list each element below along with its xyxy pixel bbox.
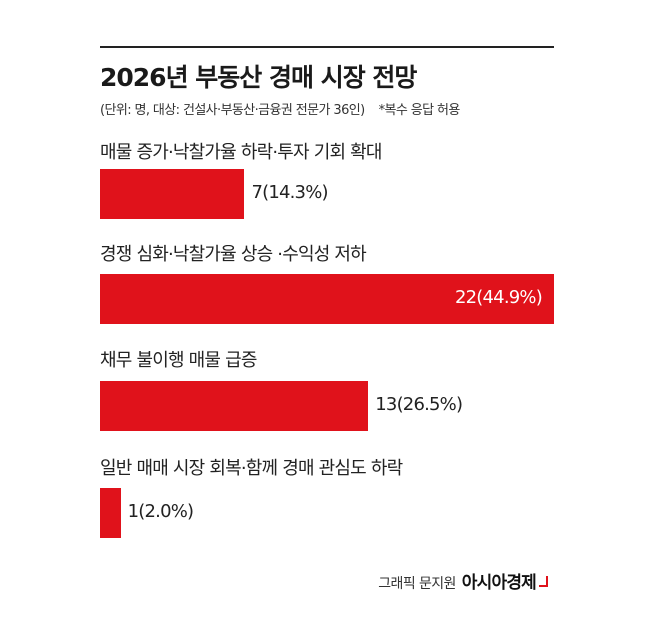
chart-subtitle: (단위: 명, 대상: 건설사·부동산·금융권 전문가 36인) *복수 응답 허… bbox=[100, 99, 460, 118]
bar bbox=[100, 488, 121, 538]
credit: 그래픽 문지원 아시아경제 bbox=[378, 568, 548, 593]
value-label: 7(14.3%) bbox=[251, 182, 328, 203]
brand-mark-icon bbox=[539, 576, 548, 587]
multiple-response-note: *복수 응답 허용 bbox=[378, 103, 461, 118]
bar bbox=[100, 381, 369, 431]
bar bbox=[100, 169, 245, 219]
category-label: 경쟁 심화·낙찰가율 상승 ·수익성 저하 bbox=[100, 244, 367, 265]
category-label: 매물 증가·낙찰가율 하락·투자 기회 확대 bbox=[100, 142, 383, 163]
unit-note: (단위: 명, 대상: 건설사·부동산·금융권 전문가 36인) bbox=[100, 103, 365, 118]
category-label: 일반 매매 시장 회복·함께 경매 관심도 하락 bbox=[100, 458, 403, 479]
brand-logo: 아시아경제 bbox=[461, 573, 537, 593]
value-label: 13(26.5%) bbox=[375, 394, 463, 415]
category-label: 채무 불이행 매물 급증 bbox=[100, 350, 257, 371]
top-rule bbox=[100, 46, 554, 48]
bar bbox=[100, 274, 554, 324]
value-label: 1(2.0%) bbox=[127, 501, 194, 522]
chart-title: 2026년 부동산 경매 시장 전망 bbox=[100, 63, 417, 92]
graphic-credit: 그래픽 문지원 bbox=[378, 576, 456, 592]
value-label: 22(44.9%) bbox=[455, 287, 543, 308]
